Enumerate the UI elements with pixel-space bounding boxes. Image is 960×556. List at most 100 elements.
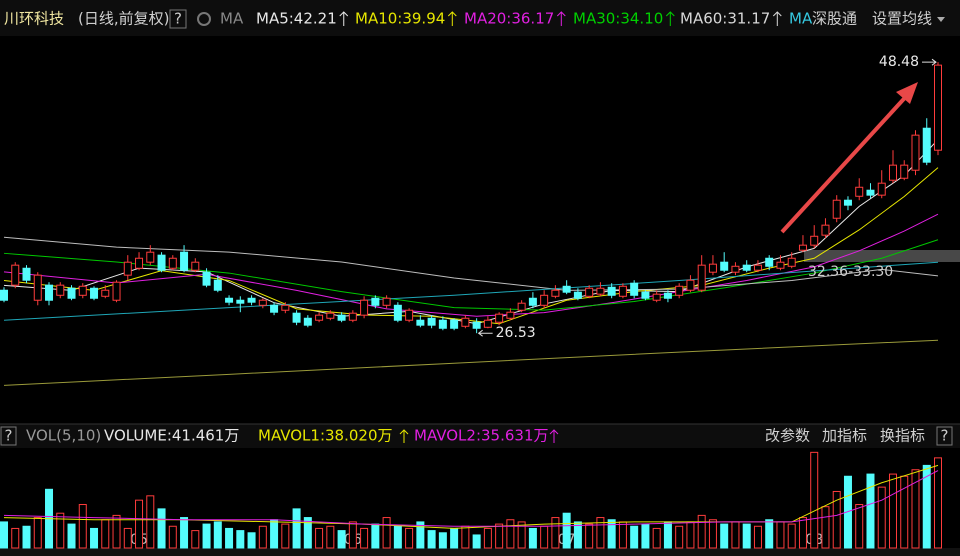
volume-bar — [247, 532, 256, 549]
candle-body — [506, 311, 515, 319]
volume-bar — [123, 527, 132, 549]
trend-arrow — [556, 11, 566, 26]
help[interactable]: ? — [941, 427, 949, 445]
help-box[interactable] — [0, 426, 17, 446]
candle-body — [416, 319, 425, 326]
volume-bar — [888, 473, 897, 549]
mavol-line — [3, 470, 939, 527]
volume-bar — [810, 451, 819, 549]
volume-value: VOLUME:41.461万 — [104, 427, 239, 445]
volume-bar — [202, 523, 211, 549]
volume-bar — [360, 527, 369, 549]
edit-params[interactable]: 改参数 — [765, 427, 810, 445]
volume-bar — [382, 517, 391, 549]
volume-bar — [686, 521, 695, 549]
volume-bar — [798, 517, 807, 549]
candle-body — [765, 257, 774, 267]
gear-icon[interactable] — [197, 12, 211, 26]
candle-body — [888, 164, 897, 181]
ma-value: MA5:42.21 — [256, 10, 337, 28]
volume-bar — [168, 525, 177, 549]
candle-body — [78, 285, 87, 296]
mavol1-value: MAVOL1:38.020万 — [258, 427, 393, 445]
help[interactable]: ? — [174, 10, 182, 28]
volume-bar — [405, 527, 414, 549]
volume-bar — [697, 514, 706, 549]
volume-bar — [67, 523, 76, 549]
candle-body — [585, 287, 594, 297]
candle-body — [258, 299, 267, 306]
candle-body — [168, 257, 177, 269]
help-box[interactable] — [936, 426, 953, 446]
candle-body — [866, 189, 875, 196]
candle-body — [450, 319, 459, 329]
candle-body — [112, 281, 121, 301]
volume-bar — [551, 517, 560, 549]
candle-body — [495, 313, 504, 323]
candle-body — [371, 297, 380, 306]
help[interactable]: ? — [5, 427, 13, 445]
candle-body — [922, 127, 931, 163]
volume-bar — [258, 525, 267, 549]
volume-header-bar — [0, 424, 960, 448]
candle-body — [528, 297, 537, 306]
connect-link[interactable]: 深股通 — [812, 10, 857, 28]
indicator-name: VOL(5,10) — [26, 427, 101, 445]
candle-body — [157, 254, 166, 271]
volume-bar — [720, 523, 729, 549]
candle-body — [360, 299, 369, 316]
volume-bar — [934, 457, 942, 549]
candle-body — [45, 284, 54, 301]
trend-arrow — [447, 11, 457, 26]
volume-bar — [348, 521, 357, 549]
candle-body — [776, 261, 785, 269]
volume-bar — [911, 469, 920, 549]
trend-arrow — [549, 429, 559, 443]
ma-value: MA60:31.17 — [680, 10, 770, 28]
ma-line — [3, 261, 939, 321]
volume-bar — [607, 519, 616, 549]
candle-body — [753, 264, 762, 271]
add-indicator[interactable]: 加指标 — [822, 427, 867, 445]
candle-body — [832, 199, 841, 219]
volume-bar — [303, 517, 312, 549]
mavol2-value: MAVOL2:35.631万 — [414, 427, 549, 445]
dropdown-icon[interactable] — [937, 17, 945, 22]
candle-body — [742, 264, 751, 271]
volume-bar — [731, 521, 740, 549]
volume-bar — [517, 521, 526, 549]
volume-bar — [877, 486, 886, 549]
volume-bar — [157, 508, 166, 549]
candle-body — [303, 317, 312, 326]
candle-body — [67, 287, 76, 299]
volume-bar — [427, 530, 436, 549]
candle-body — [225, 297, 234, 303]
volume-bar — [393, 525, 402, 549]
candle-body — [686, 279, 695, 291]
candle-body — [540, 294, 549, 306]
candle-body — [934, 64, 942, 151]
candle-body — [855, 186, 864, 197]
volume-bar — [416, 521, 425, 549]
candle-body — [663, 292, 672, 299]
volume-bar — [832, 490, 841, 549]
volume-bar — [90, 527, 99, 549]
candle-body — [641, 291, 650, 299]
settings[interactable]: 设置均线 — [872, 10, 932, 28]
ma-value: MA30:34.10 — [573, 10, 663, 28]
candle-body — [630, 282, 639, 296]
volume-bar — [562, 512, 571, 549]
ma-switch[interactable]: MA — [789, 10, 813, 28]
help-box[interactable] — [169, 9, 187, 29]
volume-bar — [101, 519, 110, 549]
candle-body — [236, 299, 245, 304]
ma-value: MA20:36.17 — [464, 10, 554, 28]
candle-body — [911, 134, 920, 171]
volume-bar — [78, 504, 87, 549]
volume-bar — [843, 475, 852, 549]
switch-indicator[interactable]: 换指标 — [880, 427, 925, 445]
candle-body — [33, 274, 42, 301]
candle-body — [90, 287, 99, 299]
candle-body — [337, 314, 346, 321]
